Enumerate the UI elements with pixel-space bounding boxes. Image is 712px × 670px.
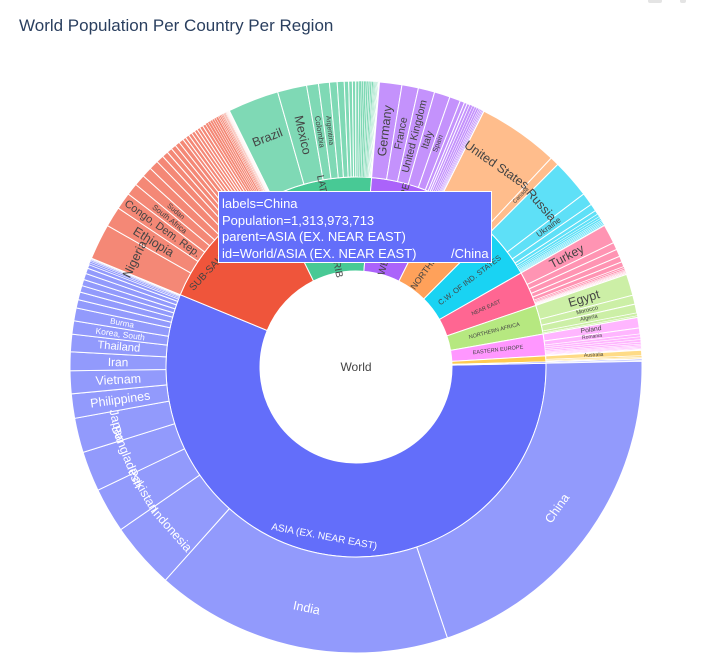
modebar-edge: [648, 0, 662, 3]
modebar-edge: [680, 0, 686, 3]
hover-id: id=World/ASIA (EX. NEAR EAST): [222, 245, 417, 261]
hover-id-line: id=World/ASIA (EX. NEAR EAST) /China: [222, 246, 491, 263]
hover-tooltip: labels=China Population=1,313,973,713 pa…: [218, 191, 492, 263]
hover-id-tail: /China: [451, 245, 489, 261]
country-sector-china[interactable]: [416, 360, 643, 639]
country-label-morocco: Morocco: [576, 305, 599, 316]
country-label-burma: Burma: [109, 317, 135, 330]
country-label-germany: Germany: [375, 104, 395, 157]
hover-parent: parent=ASIA (EX. NEAR EAST): [222, 229, 406, 244]
root-label: World: [340, 360, 371, 374]
hover-labels: labels=China: [222, 196, 298, 211]
country-label-poland: Poland: [580, 325, 602, 335]
country-label-australia: Australia: [584, 352, 604, 359]
chart-title: World Population Per Country Per Region: [19, 16, 334, 35]
country-label-algeria: Algeria: [580, 313, 599, 323]
region-label-eeurope: EASTERN EUROPE: [472, 344, 523, 356]
country-label-romania: Romania: [582, 333, 603, 342]
country-sector-estonia[interactable]: [545, 360, 643, 364]
hover-population: Population=1,313,973,713: [222, 212, 375, 228]
country-label-vietnam: Vietnam: [95, 372, 141, 388]
country-label-thailand: Thailand: [97, 339, 141, 355]
country-label-iran: Iran: [108, 355, 129, 369]
country-label-argentina: Argentina: [324, 115, 334, 145]
country-label-india: India: [292, 598, 321, 617]
